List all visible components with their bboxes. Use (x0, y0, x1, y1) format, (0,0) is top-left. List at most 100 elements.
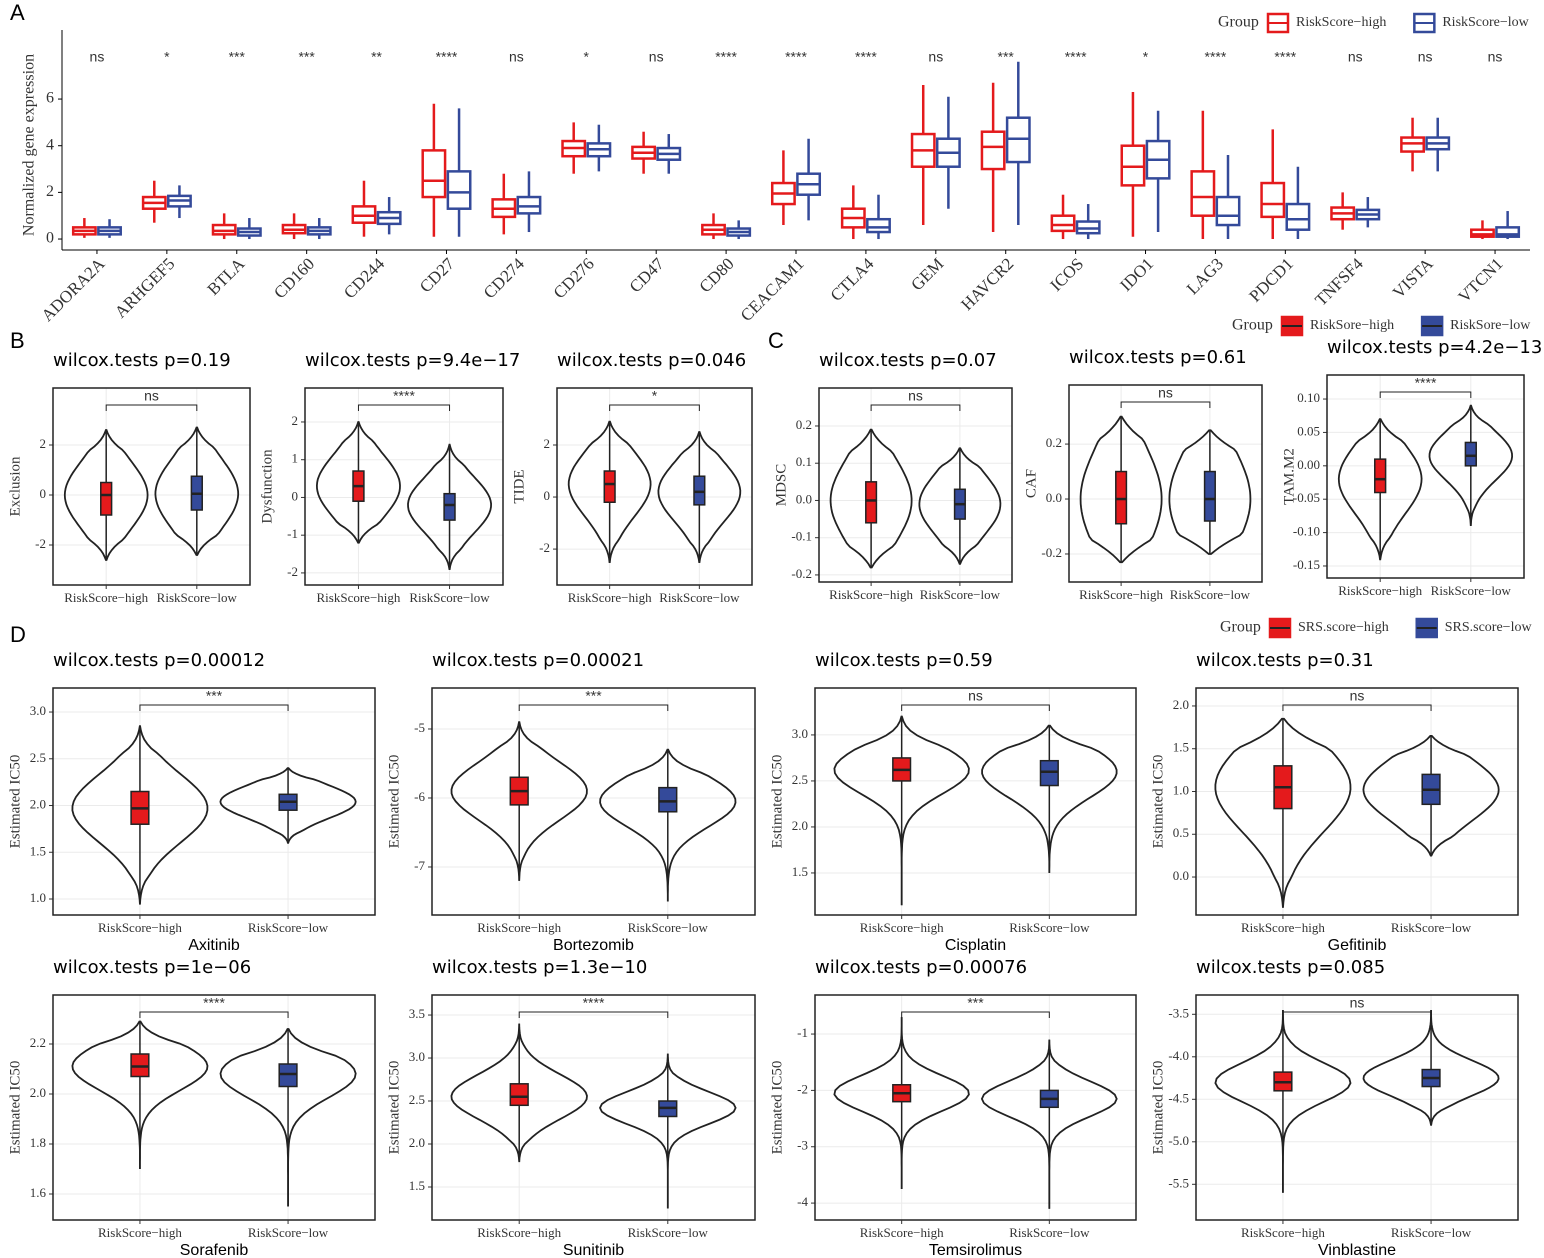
y-tick-label: -7 (414, 858, 425, 873)
y-axis-label: Estimated IC50 (7, 1061, 23, 1155)
box (1464, 441, 1477, 467)
significance: ns (1418, 49, 1433, 65)
y-axis-label: TAM.M2 (1281, 448, 1297, 505)
box (443, 492, 456, 521)
significance: ns (1350, 995, 1365, 1011)
box (1203, 470, 1216, 522)
legend-label: RiskSore−high (1310, 318, 1394, 333)
significance: **** (583, 995, 605, 1011)
x-tick-label: RiskScore−high (1079, 587, 1163, 602)
y-tick-label: -0.05 (1293, 490, 1320, 505)
significance: *** (206, 688, 223, 704)
y-tick-label: 0 (544, 488, 551, 503)
y-tick-label: 2.2 (30, 1035, 46, 1050)
y-tick-label: 3.0 (409, 1049, 425, 1064)
y-tick-label: 0.5 (1173, 825, 1189, 840)
significance: *** (998, 49, 1015, 65)
significance: ns (1348, 49, 1363, 65)
y-tick-label: 2.0 (409, 1135, 425, 1150)
y-tick-label: 2 (544, 436, 551, 451)
y-tick-label: -0.2 (791, 566, 812, 581)
x-axis-label: Temsirolimus (929, 1242, 1022, 1258)
plot-frame (814, 687, 1137, 916)
significance: ns (1350, 688, 1365, 704)
chart-title: wilcox.tests p=0.085 (1196, 957, 1385, 978)
violin (1428, 404, 1514, 526)
legend-title: Group (1232, 317, 1273, 334)
violin (981, 724, 1118, 873)
y-tick-label: 0.0 (1046, 490, 1062, 505)
significance-bracket (1282, 1011, 1432, 1018)
x-tick-label: RiskScore−high (1241, 920, 1325, 935)
significance-bracket (1120, 401, 1211, 408)
y-tick-label: 2.0 (30, 797, 46, 812)
y-tick-label: 6 (46, 90, 54, 107)
significance: * (164, 49, 170, 65)
y-tick-label: 3.0 (792, 726, 808, 741)
y-tick-label: -4 (797, 1194, 808, 1209)
plot-background (53, 688, 375, 915)
box (446, 170, 472, 210)
y-axis-label: Estimated IC50 (7, 755, 23, 849)
plot-frame (1195, 994, 1519, 1221)
y-tick-label: 0.1 (796, 454, 812, 469)
violin (1168, 429, 1252, 555)
y-tick-label: -5 (414, 720, 425, 735)
x-tick-label: GEM (907, 254, 947, 294)
significance: **** (393, 388, 415, 404)
significance: ns (908, 388, 923, 404)
x-tick-label: RiskScore−high (829, 587, 913, 602)
x-axis-label: Bortezomib (553, 937, 634, 954)
violin (1214, 717, 1352, 908)
significance-bracket (357, 404, 451, 411)
x-tick-label: RiskScore−low (659, 590, 740, 605)
box (1050, 214, 1076, 233)
box (421, 149, 447, 199)
box (980, 130, 1006, 171)
x-tick-label: RiskScore−low (1431, 583, 1512, 598)
chart-title: wilcox.tests p=1.3e−10 (432, 957, 647, 978)
significance: **** (785, 49, 807, 65)
box (693, 475, 706, 506)
y-tick-label: -4.0 (1168, 1048, 1189, 1063)
plot-frame (52, 387, 251, 586)
x-tick-label: RiskScore−low (157, 590, 238, 605)
x-axis-label: Axitinib (188, 937, 240, 954)
x-tick-label: RiskScore−low (248, 920, 329, 935)
x-tick-label: ARHGEF5 (111, 254, 179, 322)
significance-bracket (105, 404, 198, 411)
plot-background (432, 688, 755, 915)
x-tick-label: VISTA (1389, 254, 1437, 302)
y-tick-label: -3.5 (1168, 1005, 1189, 1020)
y-tick-label: -1 (287, 526, 298, 541)
legend-label: RiskScore−low (1442, 15, 1529, 30)
box (1215, 195, 1241, 227)
plot-frame (52, 994, 376, 1221)
significance: ns (1158, 385, 1173, 401)
y-tick-label: -4.5 (1168, 1090, 1189, 1105)
x-tick-label: RiskScore−high (98, 1225, 182, 1240)
significance: *** (298, 49, 315, 65)
y-tick-label: 1.0 (30, 890, 46, 905)
chart-title: wilcox.tests p=1e−06 (53, 957, 251, 978)
y-axis-label: Estimated IC50 (769, 755, 785, 849)
x-tick-label: RiskScore−high (568, 590, 652, 605)
y-tick-label: 0.10 (1297, 390, 1320, 405)
plot-background (557, 388, 752, 585)
chart-title: wilcox.tests p=0.19 (53, 350, 231, 371)
violin (918, 447, 1002, 565)
x-tick-label: RiskScore−low (1170, 587, 1251, 602)
y-tick-label: -0.1 (791, 529, 812, 544)
y-tick-label: 2 (40, 436, 47, 451)
x-tick-label: RiskScore−high (98, 920, 182, 935)
y-axis-label: Normalized gene expression (21, 54, 38, 236)
y-axis-label: Exclusion (7, 456, 23, 516)
plot-background (815, 688, 1136, 915)
y-tick-label: -5.0 (1168, 1133, 1189, 1148)
y-tick-label: -2 (797, 1081, 808, 1096)
y-axis-label: Estimated IC50 (386, 1061, 402, 1155)
plot-frame (818, 387, 1013, 583)
significance-bracket (139, 704, 289, 711)
x-tick-label: VTCN1 (1454, 254, 1506, 306)
y-tick-label: -2 (35, 536, 46, 551)
